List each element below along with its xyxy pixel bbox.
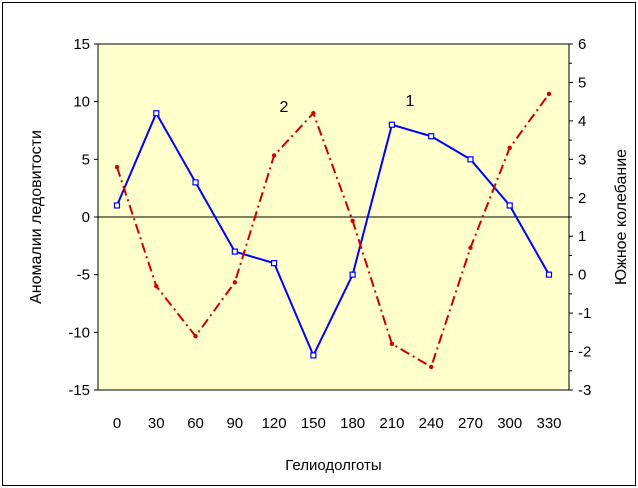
series-1-line — [116, 112, 550, 357]
x-tick-label: 210 — [379, 415, 404, 432]
series-2-marker — [507, 145, 512, 150]
series-1-marker — [231, 248, 238, 255]
series-2-marker — [232, 280, 238, 285]
series-1-marker — [113, 202, 121, 209]
series-1-marker — [270, 260, 278, 267]
series-2-marker — [271, 153, 277, 158]
series-layer — [113, 91, 553, 370]
right-axis-title: Южное колебание — [613, 149, 630, 285]
x-axis: 0 30 60 90 120 150 180 210 240 270 300 330 — [113, 415, 562, 432]
x-tick-label: 270 — [458, 415, 483, 432]
left-tick-label: 10 — [73, 94, 90, 111]
left-tick-label: -10 — [68, 324, 90, 341]
left-tick-label: 0 — [82, 209, 90, 226]
series-1-marker — [349, 271, 356, 278]
series-1-marker — [192, 179, 199, 186]
series-1-marker — [467, 156, 474, 163]
series-2-marker — [350, 218, 355, 224]
x-tick-label: 30 — [148, 415, 165, 432]
x-tick-label: 330 — [536, 415, 561, 432]
right-tick-label: -1 — [578, 305, 591, 322]
series-1-marker — [545, 271, 553, 278]
right-tick-label: 6 — [578, 36, 586, 53]
left-y-axis: -15 -10 -5 0 5 10 15 — [68, 36, 98, 399]
left-tick-label: -5 — [77, 267, 90, 284]
right-tick-label: 2 — [578, 190, 586, 207]
x-tick-label: 60 — [187, 415, 204, 432]
right-tick-label: 4 — [578, 113, 586, 130]
x-axis-title: Гелиодолготы — [285, 457, 381, 474]
series-1-marker — [388, 121, 396, 128]
series-2-marker — [468, 245, 473, 250]
left-tick-label: 15 — [73, 36, 90, 53]
series-label-1: 1 — [406, 93, 415, 110]
series-2-marker — [114, 164, 120, 170]
series-1-marker — [310, 352, 317, 359]
left-tick-label: -15 — [68, 382, 90, 399]
right-tick-label: -2 — [578, 344, 591, 361]
left-tick-label: 5 — [82, 151, 90, 168]
series-2-marker — [311, 111, 316, 116]
series-1-marker — [428, 133, 435, 140]
right-tick-label: 0 — [578, 267, 586, 284]
right-tick-label: 3 — [578, 151, 586, 168]
right-tick-label: 1 — [578, 228, 586, 245]
x-tick-label: 0 — [113, 415, 121, 432]
x-tick-label: 180 — [340, 415, 365, 432]
series-2-marker — [546, 91, 552, 97]
series-2-marker — [389, 341, 395, 347]
x-tick-label: 300 — [497, 415, 522, 432]
series-2-line — [116, 93, 550, 368]
right-y-axis: -3 -2 -1 0 1 2 3 4 5 6 — [569, 36, 591, 399]
x-tick-label: 90 — [226, 415, 243, 432]
series-2-marker — [154, 284, 159, 289]
x-tick-label: 120 — [262, 415, 287, 432]
series-label-2: 2 — [280, 99, 289, 116]
series-1-marker — [153, 110, 160, 117]
series-labels: 12 — [280, 93, 415, 116]
series-2-marker — [193, 333, 198, 339]
right-tick-label: -3 — [578, 382, 591, 399]
series-1-marker — [506, 202, 513, 209]
series-2-marker — [428, 364, 434, 370]
x-tick-label: 240 — [419, 415, 444, 432]
x-tick-label: 150 — [301, 415, 326, 432]
right-tick-label: 5 — [578, 74, 586, 91]
left-axis-title: Аномалии ледовитости — [28, 130, 45, 304]
